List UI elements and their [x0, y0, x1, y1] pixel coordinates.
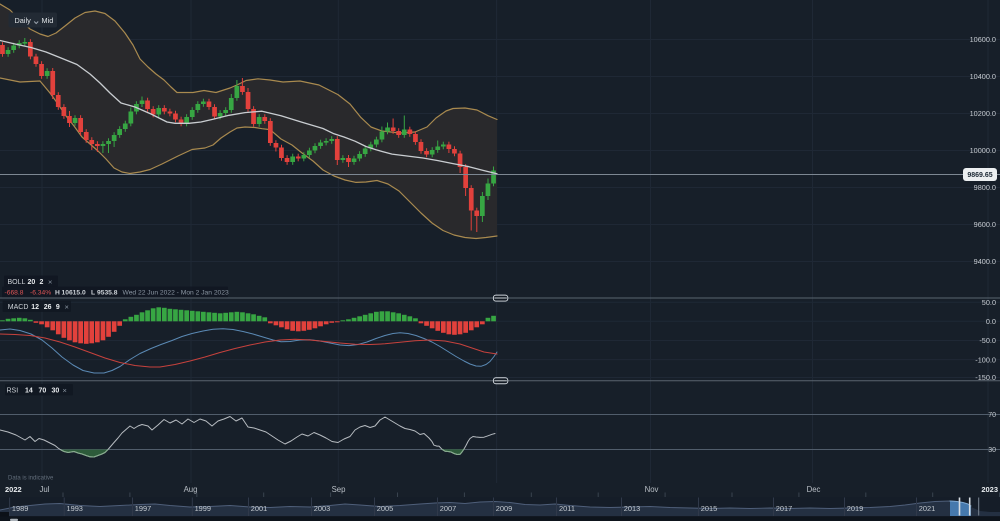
svg-text:1999: 1999 — [195, 504, 211, 513]
svg-text:9800.0: 9800.0 — [974, 183, 996, 192]
svg-text:14: 14 — [25, 387, 33, 394]
svg-text:50.0: 50.0 — [982, 298, 996, 307]
svg-text:1997: 1997 — [135, 504, 151, 513]
svg-text:×: × — [65, 303, 69, 312]
svg-text:×: × — [48, 278, 52, 287]
svg-text:2013: 2013 — [624, 504, 640, 513]
svg-text:1993: 1993 — [66, 504, 82, 513]
svg-text:10000.0: 10000.0 — [970, 146, 996, 155]
svg-text:2007: 2007 — [440, 504, 456, 513]
svg-text:Data is indicative: Data is indicative — [8, 476, 54, 482]
svg-text:Aug: Aug — [184, 485, 198, 494]
svg-text:10600.0: 10600.0 — [970, 35, 996, 44]
svg-text:2017: 2017 — [776, 504, 792, 513]
svg-text:9535.8: 9535.8 — [97, 290, 118, 297]
svg-text:9869.65: 9869.65 — [967, 172, 992, 179]
svg-text:9600.0: 9600.0 — [974, 220, 996, 229]
svg-text:H: H — [55, 290, 60, 297]
svg-text:L: L — [91, 290, 95, 297]
svg-text:Mid: Mid — [42, 16, 54, 25]
svg-text:20: 20 — [28, 279, 36, 286]
svg-text:2009: 2009 — [496, 504, 512, 513]
svg-text:30: 30 — [52, 387, 60, 394]
svg-text:Daily: Daily — [15, 16, 32, 25]
svg-text:9: 9 — [56, 304, 60, 311]
svg-text:2005: 2005 — [377, 504, 393, 513]
svg-text:MACD: MACD — [8, 304, 29, 311]
svg-text:Sep: Sep — [332, 485, 347, 494]
svg-text:70: 70 — [39, 387, 47, 394]
svg-text:0.0: 0.0 — [986, 317, 996, 326]
svg-text:-6.34%: -6.34% — [30, 290, 51, 297]
svg-text:30: 30 — [988, 447, 996, 454]
svg-text:1989: 1989 — [12, 504, 28, 513]
svg-text:-150.0: -150.0 — [975, 373, 996, 382]
svg-text:10400.0: 10400.0 — [970, 72, 996, 81]
svg-text:2021: 2021 — [919, 504, 935, 513]
svg-text:9400.0: 9400.0 — [974, 257, 996, 266]
svg-text:10615.0: 10615.0 — [62, 290, 86, 297]
svg-text:2023: 2023 — [981, 485, 998, 494]
svg-text:RSI: RSI — [7, 387, 19, 394]
svg-text:-50.0: -50.0 — [979, 336, 996, 345]
svg-text:2003: 2003 — [314, 504, 330, 513]
svg-text:2001: 2001 — [251, 504, 267, 513]
svg-text:Jul: Jul — [40, 485, 50, 494]
svg-text:×: × — [63, 386, 67, 395]
svg-text:2019: 2019 — [847, 504, 863, 513]
svg-text:70: 70 — [988, 412, 996, 419]
svg-text:2022: 2022 — [5, 485, 22, 494]
svg-text:Dec: Dec — [807, 485, 821, 494]
svg-text:2011: 2011 — [559, 504, 575, 513]
svg-text:-100.0: -100.0 — [975, 355, 996, 364]
svg-text:Nov: Nov — [645, 485, 659, 494]
svg-text:26: 26 — [44, 304, 52, 311]
svg-text:2: 2 — [40, 279, 44, 286]
svg-text:-668.8: -668.8 — [5, 290, 24, 297]
svg-text:10200.0: 10200.0 — [970, 109, 996, 118]
svg-text:12: 12 — [31, 304, 39, 311]
svg-text:2015: 2015 — [701, 504, 717, 513]
svg-text:BOLL: BOLL — [8, 279, 26, 286]
svg-text:Wed 22 Jun 2022 - Mon 2 Jan 20: Wed 22 Jun 2022 - Mon 2 Jan 2023 — [123, 290, 229, 297]
